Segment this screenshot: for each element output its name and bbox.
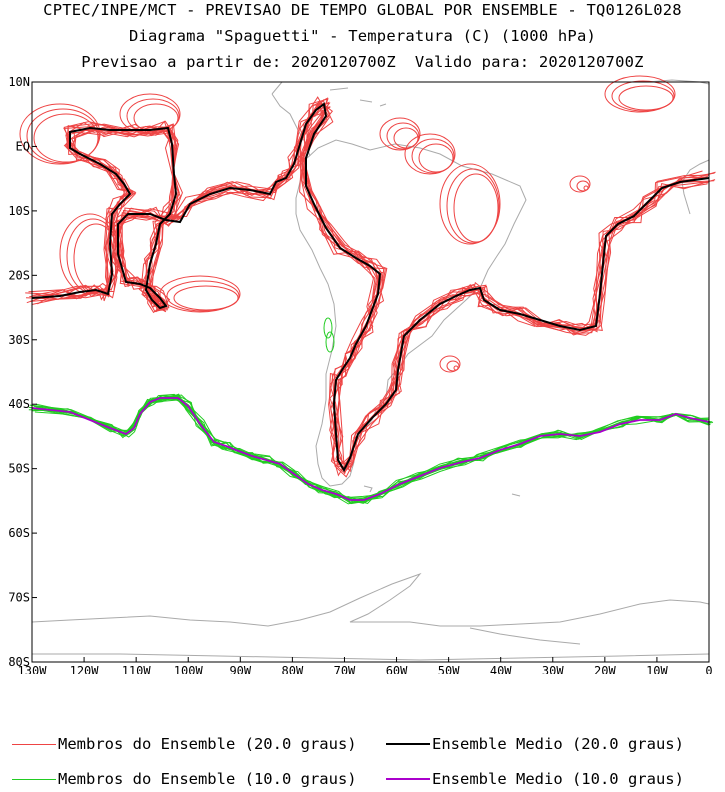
lat-label: 10S — [8, 204, 30, 218]
member-20-cell — [446, 360, 460, 372]
lat-label: 10N — [8, 75, 30, 89]
lat-label: 50S — [8, 462, 30, 476]
member-20-cell — [569, 175, 591, 193]
member-20-cell — [604, 75, 676, 113]
south-georgia — [511, 493, 521, 497]
ensemble-spaghetti-map: 10N EQ 10S 20S 30S 40S 50S 60S 70S 80S 130W 120W 11… — [8, 75, 716, 674]
member-20-cell — [393, 127, 419, 149]
member-20-cell — [159, 275, 241, 313]
lon-label: 110W — [122, 664, 152, 674]
member-20-cell — [33, 113, 99, 163]
lon-label: 60W — [386, 664, 408, 674]
member-20-cell — [119, 93, 181, 135]
lon-label: 70W — [334, 664, 356, 674]
lat-label: 60S — [8, 526, 30, 540]
member-20-cell — [19, 103, 101, 165]
member-20-cell — [73, 223, 119, 293]
longitude-labels: 130W 120W 110W 100W 90W 80W 70W 60W 50W 40W 30W 20W… — [18, 657, 713, 674]
member-20-cell — [453, 173, 499, 243]
lat-label: 70S — [8, 591, 30, 605]
member-20-cell — [166, 280, 240, 312]
lat-label: 20S — [8, 268, 30, 282]
lon-label: 10W — [646, 664, 668, 674]
legend-swatch-mean-20 — [386, 743, 430, 745]
lat-label: 40S — [8, 397, 30, 411]
lon-label: 20W — [594, 664, 616, 674]
member-10-line — [33, 396, 711, 502]
antarctica-inner — [32, 653, 710, 661]
legend-swatch-members-20 — [12, 743, 56, 745]
member-20-cell — [126, 98, 180, 134]
member-20-line — [29, 108, 709, 473]
member-20-line — [28, 98, 710, 470]
member-20-line — [36, 100, 709, 467]
south-america-coast — [295, 139, 527, 487]
member-20-cell — [404, 133, 456, 175]
legend-label-members-20: Membros do Ensemble (20.0 graus) — [58, 735, 357, 753]
legend-members-10: Membros do Ensemble (10.0 graus) — [12, 770, 357, 788]
member-20-cell — [576, 180, 590, 192]
weddell-coast — [469, 627, 581, 645]
member-20-cell — [26, 108, 100, 164]
member-10-line — [29, 394, 709, 501]
lat-label: 80S — [8, 655, 30, 669]
legend-swatch-members-10 — [12, 778, 56, 780]
member-20-cell — [411, 138, 455, 174]
member-20-cell — [439, 163, 501, 245]
mean-20-line — [31, 102, 710, 473]
lon-label: 50W — [438, 664, 460, 674]
legend-members-20: Membros do Ensemble (20.0 graus) — [12, 735, 357, 753]
title-line-1: CPTEC/INPE/MCT - PREVISAO DE TEMPO GLOBA… — [43, 1, 682, 19]
legend-mean-10: Ensemble Medio (10.0 graus) — [386, 770, 684, 788]
member-20-cell — [453, 365, 459, 371]
member-20-cell — [418, 143, 454, 173]
lon-label: 90W — [229, 664, 251, 674]
member-10-line — [34, 394, 706, 503]
lon-label: 0 — [705, 664, 712, 674]
legend-mean-20: Ensemble Medio (20.0 graus) — [386, 735, 684, 753]
lat-label: EQ — [16, 139, 30, 153]
member-20-line — [35, 103, 709, 478]
lon-label: 130W — [18, 664, 48, 674]
map-frame — [31, 81, 710, 663]
lon-label: 80W — [282, 664, 304, 674]
coastlines — [31, 79, 710, 661]
lon-label: 30W — [542, 664, 564, 674]
antarctica-coast — [31, 572, 710, 627]
member-10-line — [34, 397, 710, 505]
member-20-cell — [439, 355, 461, 373]
member-10-cell — [323, 317, 333, 339]
member-10-line — [32, 399, 707, 499]
member-20-cell — [446, 168, 500, 244]
title-line-3: Previsao a partir de: 2020120700Z Valido… — [81, 53, 644, 71]
member-20-cell — [618, 85, 674, 111]
lat-label: 30S — [8, 333, 30, 347]
legend-label-members-10: Membros do Ensemble (10.0 graus) — [58, 770, 357, 788]
member-20-cell — [173, 285, 239, 311]
member-20-cell — [59, 213, 121, 295]
lon-label: 120W — [70, 664, 100, 674]
member-20-cell — [611, 80, 675, 112]
lon-label: 40W — [490, 664, 512, 674]
legend-label-mean-20: Ensemble Medio (20.0 graus) — [432, 735, 684, 753]
member-20-cell — [583, 185, 589, 191]
latitude-labels: 10N EQ 10S 20S 30S 40S 50S 60S 70S 80S — [8, 75, 37, 669]
falklands — [363, 485, 373, 493]
member-10-cell — [325, 331, 335, 353]
title-line-2: Diagrama "Spaguetti" - Temperatura (C) (… — [128, 27, 597, 45]
legend-label-mean-10: Ensemble Medio (10.0 graus) — [432, 770, 684, 788]
legend-swatch-mean-10 — [386, 778, 430, 780]
member-10-line — [28, 393, 709, 501]
mean-10-line — [31, 397, 710, 501]
member-20-cell — [133, 103, 179, 133]
caribbean-islands — [329, 87, 387, 107]
member-20-cell — [386, 122, 420, 150]
lon-label: 100W — [174, 664, 204, 674]
member-20-cell — [379, 117, 421, 151]
